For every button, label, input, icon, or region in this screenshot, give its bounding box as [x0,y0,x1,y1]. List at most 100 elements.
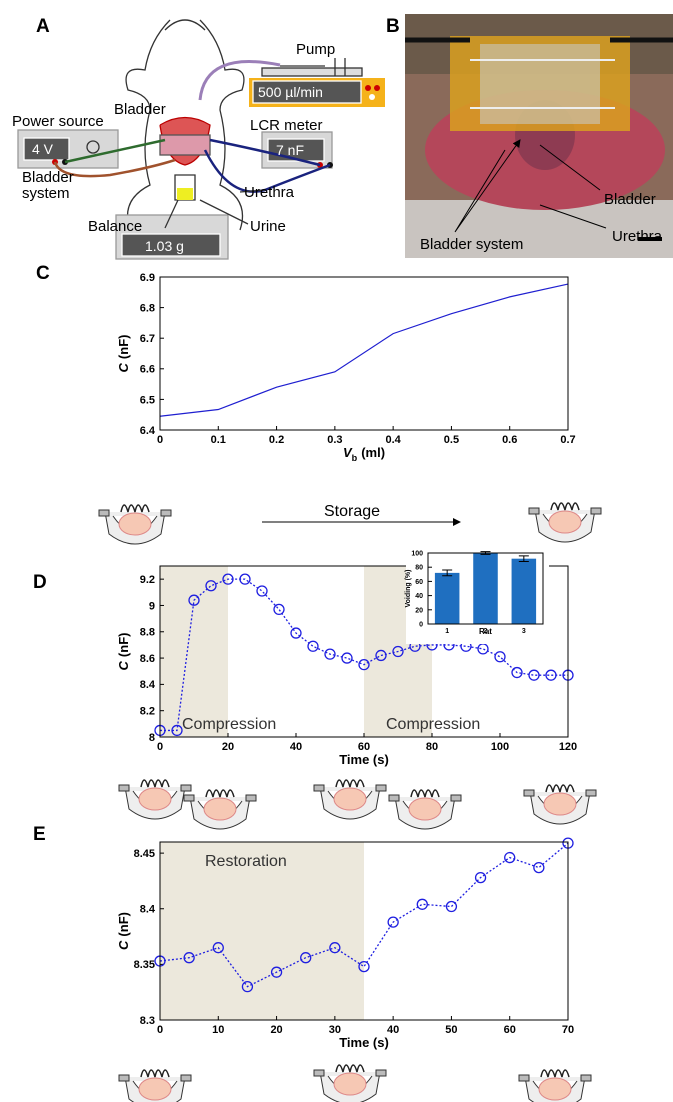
x-tick-label: 60 [358,741,370,753]
x-tick-label: 20 [270,1024,282,1036]
panel-label: A [36,16,50,37]
panel-label: C [36,263,50,284]
marker [300,952,312,964]
label-part: (ml) [361,445,385,460]
marker [511,666,523,679]
x-tick-label: 30 [329,1024,341,1036]
marker [387,916,399,928]
x-axis-label: Vb (ml) [343,445,385,463]
label-part: C [116,660,131,670]
region-label: Compression [182,716,276,733]
x-tick-label: 20 [222,741,234,753]
x-tick-label: 0.3 [327,434,342,446]
marker [171,724,183,737]
y-tick-label: 6.5 [140,394,155,406]
y-tick-label: 9 [149,600,155,612]
marker [528,669,540,681]
y-tick-label: 80 [415,565,423,572]
line [159,842,569,988]
marker [504,851,516,864]
marker [307,640,319,652]
marker [212,942,224,954]
x-tick-label: 10 [212,1024,224,1036]
label: Urine [250,218,286,235]
y-axis-label: C (nF) [116,633,131,671]
marker [474,871,487,884]
label-part: V [343,445,353,460]
y-tick-label: 100 [411,550,423,557]
y-tick-label: 8.8 [140,627,155,639]
marker [416,898,428,910]
label-part: (nF) [116,633,131,658]
x-axis-label: Time (s) [339,1035,389,1050]
x-axis-label: Time (s) [339,752,389,767]
x-tick-label: 0 [157,741,163,753]
y-tick-label: 6.6 [140,364,155,376]
label-part: Voiding (%) [405,570,412,608]
label-part: (nF) [116,335,131,360]
marker [358,659,370,671]
label: Balance [88,218,142,235]
y-axis-label: Voiding (%) [405,570,412,608]
x-tick-label: 70 [562,1024,574,1036]
photo [405,14,673,258]
x-tick-label: 0.7 [560,434,575,446]
y-tick-label: 6.9 [140,272,155,284]
marker [205,580,217,592]
bladder-icon [528,502,602,543]
line [159,283,569,417]
y-tick-label: 8 [149,732,155,744]
label: Urethra [244,184,295,201]
x-tick-label: 80 [426,741,438,753]
marker [256,585,268,597]
panel-label: D [33,572,47,593]
x-tick-label: 40 [387,1024,399,1036]
region-label: Compression [386,716,480,733]
bar [434,572,460,624]
panel-label: E [33,824,46,845]
label: Bladder system [22,169,74,202]
label: Bladder [604,191,656,208]
x-tick-label: 2 [484,628,488,635]
x-tick-label: 100 [491,741,509,753]
marker [324,648,336,660]
label-part: Time (s) [339,1035,389,1050]
bar [511,558,537,624]
label-part: C [116,362,131,372]
marker [533,861,545,874]
line [160,578,568,732]
label: Urethra [612,228,663,245]
x-tick-label: 0 [157,434,163,446]
marker [273,603,285,616]
y-tick-label: 6.4 [140,425,156,437]
marker [239,573,251,585]
marker [375,649,387,662]
label-part: (nF) [116,912,131,937]
label-part: C [116,940,131,950]
label-part: Time (s) [339,752,389,767]
y-tick-label: 8.45 [134,848,155,860]
marker [329,942,341,954]
display-text: 500 µl/min [258,84,323,100]
x-tick-label: 3 [522,628,526,635]
label-part: b [352,453,358,463]
display-text: 1.03 g [145,238,184,254]
plot-frame [427,552,544,625]
y-tick-label: 6.8 [140,302,155,314]
shaded-region [160,566,228,737]
x-tick-label: 1 [445,628,449,635]
y-tick-label: 60 [415,579,423,586]
y-tick-label: 8.4 [140,679,156,691]
bladder-icon [518,1069,592,1102]
bladder-icon [118,779,192,820]
y-tick-label: 0 [419,621,423,628]
panel-label: B [386,16,400,37]
marker [494,651,506,663]
label: Bladder [114,101,166,118]
y-tick-label: 8.4 [140,904,156,916]
bladder-icon [388,789,462,830]
marker [270,966,283,978]
label: Pump [296,41,335,58]
marker [188,594,200,606]
